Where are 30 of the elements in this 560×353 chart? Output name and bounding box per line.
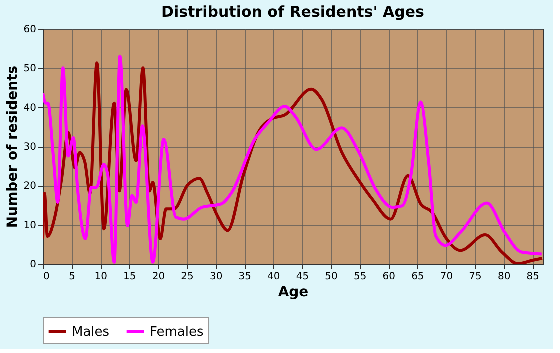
x-tick-label: 30 xyxy=(210,272,223,282)
x-axis-title: Age xyxy=(278,284,309,300)
legend-label: Females xyxy=(150,324,204,340)
y-tick-label: 0 xyxy=(30,260,36,270)
x-tick-label: 85 xyxy=(526,272,540,282)
x-tick-label: 50 xyxy=(325,272,338,282)
x-tick-label: 60 xyxy=(382,272,396,282)
y-tick-label: 40 xyxy=(24,102,36,114)
y-tick-label: 30 xyxy=(24,142,36,153)
x-tick-label: 20 xyxy=(152,272,166,282)
x-tick-label: 25 xyxy=(181,272,194,282)
x-tick-label: 70 xyxy=(440,272,454,282)
x-tick-label: 40 xyxy=(268,272,280,282)
x-tick-label: 80 xyxy=(498,272,511,282)
x-tick-label: 55 xyxy=(354,272,367,282)
y-tick-label: 50 xyxy=(24,64,36,75)
legend-label: Males xyxy=(72,324,110,340)
y-tick-label: 20 xyxy=(24,181,36,192)
x-tick-label: 75 xyxy=(469,272,482,282)
y-axis-title: Number of residents xyxy=(4,66,21,228)
y-tick-label: 10 xyxy=(24,220,36,232)
x-tick-label: 45 xyxy=(296,272,310,282)
chart-title: Distribution of Residents' Ages xyxy=(162,3,425,21)
x-tick-label: 35 xyxy=(238,272,252,282)
x-tick-label: 10 xyxy=(94,272,108,282)
x-tick-label: 0 xyxy=(44,272,50,282)
x-tick-label: 65 xyxy=(412,272,424,282)
x-tick-label: 5 xyxy=(69,272,76,282)
y-tick-label: 60 xyxy=(24,24,36,36)
x-tick-label: 15 xyxy=(124,272,136,282)
